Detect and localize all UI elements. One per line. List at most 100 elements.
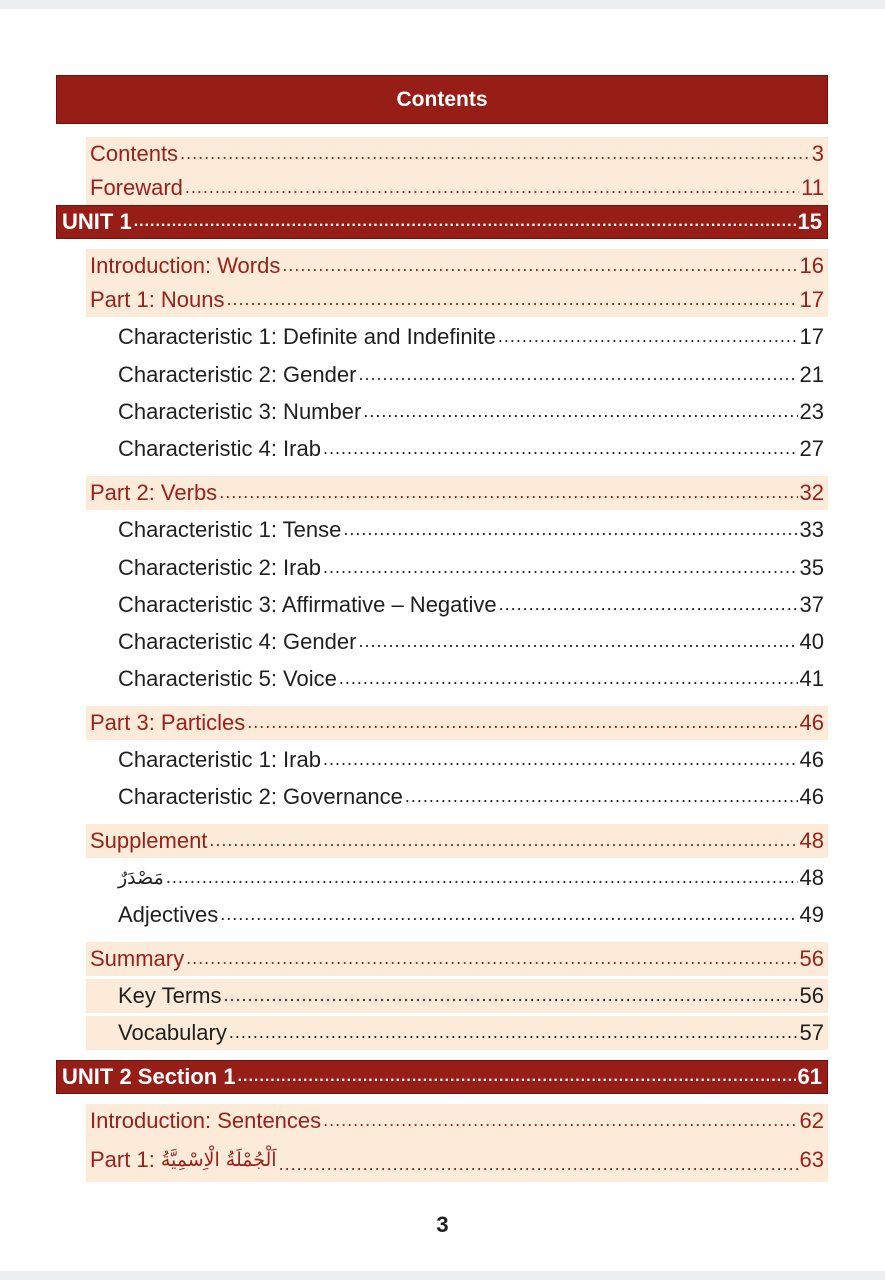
leader-dots: ........................................… <box>247 712 798 732</box>
entry-label: Characteristic 2: Irab <box>118 555 321 580</box>
leader-dots: ........................................… <box>220 904 798 924</box>
entry-page: 46 <box>799 784 824 809</box>
entry-page: 48 <box>799 865 824 890</box>
entry-label: Key Terms <box>118 983 222 1008</box>
leader-dots: ........................................… <box>219 482 798 502</box>
contents-header: Contents <box>56 75 828 124</box>
leader-dots: ........................................… <box>498 594 798 614</box>
entry-label: Part 1: Nouns <box>90 287 225 312</box>
toc-entry-particles-char-1[interactable]: Characteristic 1: Irab .................… <box>86 743 828 777</box>
entry-label: مَصْدَرٌ <box>118 867 164 889</box>
toc-entry-part-2-verbs[interactable]: Part 2: Verbs ..........................… <box>86 476 828 510</box>
toc-entry-introduction-sentences[interactable]: Introduction: Sentences ................… <box>86 1104 828 1138</box>
entry-label: Characteristic 4: Gender <box>118 629 357 654</box>
entry-label: Introduction: Words <box>90 253 281 278</box>
toc-entry-foreward[interactable]: Foreward ...............................… <box>86 171 828 205</box>
toc-entry-unit-1[interactable]: UNIT 1 .................................… <box>56 205 828 239</box>
toc-entry-summary[interactable]: Summary ................................… <box>86 942 828 976</box>
entry-page: 23 <box>799 399 824 424</box>
entry-page: 15 <box>797 209 822 234</box>
leader-dots: ........................................… <box>184 177 799 197</box>
toc-entry-nouns-char-4[interactable]: Characteristic 4: Irab .................… <box>86 432 828 466</box>
leader-dots: ........................................… <box>343 519 797 539</box>
entry-page: 62 <box>799 1108 824 1133</box>
leader-dots: ........................................… <box>358 631 798 651</box>
entry-page: 41 <box>799 666 824 691</box>
toc-entry-part-1-nominal-sentence[interactable]: Part 1: اَلْجُمْلَةُ الْاِسْمِيَّةُ ....… <box>86 1138 828 1182</box>
top-strip <box>0 0 885 9</box>
entry-page: 17 <box>799 287 824 312</box>
leader-dots: ........................................… <box>186 948 797 968</box>
entry-label: Characteristic 2: Gender <box>118 362 357 387</box>
entry-page: 48 <box>799 828 824 853</box>
entry-label: Characteristic 4: Irab <box>118 436 321 461</box>
entry-label: Characteristic 3: Affirmative – Negative <box>118 592 497 617</box>
entry-page: 27 <box>799 436 824 461</box>
toc-entry-verbs-char-2[interactable]: Characteristic 2: Irab .................… <box>86 551 828 585</box>
entry-page: 35 <box>799 555 824 580</box>
entry-label: UNIT 2 Section 1 <box>62 1064 236 1089</box>
toc-entry-supplement[interactable]: Supplement .............................… <box>86 824 828 858</box>
entry-page: 16 <box>799 253 824 278</box>
entry-label: Characteristic 2: Governance <box>118 784 403 809</box>
toc-entry-nouns-char-2[interactable]: Characteristic 2: Gender ...............… <box>86 358 828 392</box>
leader-dots: ........................................… <box>404 786 798 806</box>
entry-label: Part 2: Verbs <box>90 480 218 505</box>
entry-page: 21 <box>799 362 824 387</box>
leader-dots: ........................................… <box>322 749 798 769</box>
leader-dots: ........................................… <box>165 867 798 887</box>
entry-label: Characteristic 5: Voice <box>118 666 337 691</box>
entry-page: 46 <box>799 710 824 735</box>
toc-entry-adjectives[interactable]: Adjectives .............................… <box>86 898 828 932</box>
entry-label: Foreward <box>90 175 183 200</box>
toc-entry-nouns-char-3[interactable]: Characteristic 3: Number ...............… <box>86 395 828 429</box>
toc-entry-verbs-char-5[interactable]: Characteristic 5: Voice ................… <box>86 662 828 696</box>
leader-dots: ........................................… <box>223 985 798 1005</box>
entry-label: Characteristic 1: Definite and Indefinit… <box>118 324 496 349</box>
toc-entry-unit-2-section-1[interactable]: UNIT 2 Section 1 .......................… <box>56 1060 828 1094</box>
entry-page: 32 <box>799 480 824 505</box>
toc-entry-verbs-char-3[interactable]: Characteristic 3: Affirmative – Negative… <box>86 588 828 622</box>
entry-page: 17 <box>799 324 824 349</box>
entry-page: 61 <box>797 1064 822 1089</box>
entry-page: 56 <box>799 983 824 1008</box>
entry-label: Characteristic 1: Tense <box>118 517 342 542</box>
entry-label: Adjectives <box>118 902 219 927</box>
leader-dots: ........................................… <box>323 1110 798 1130</box>
leader-dots: ........................................… <box>180 143 810 163</box>
toc-entry-verbs-char-4[interactable]: Characteristic 4: Gender ...............… <box>86 625 828 659</box>
toc-entry-part-1-nouns[interactable]: Part 1: Nouns ..........................… <box>86 283 828 317</box>
leader-dots: ........................................… <box>322 557 798 577</box>
entry-page: 63 <box>799 1147 824 1172</box>
leader-dots: ........................................… <box>322 438 798 458</box>
toc-entry-contents[interactable]: Contents ...............................… <box>86 137 828 171</box>
leader-dots: ........................................… <box>282 255 798 275</box>
leader-dots: ........................................… <box>278 1154 798 1174</box>
toc-entry-particles-char-2[interactable]: Characteristic 2: Governance ...........… <box>86 780 828 814</box>
leader-dots: ........................................… <box>133 213 796 230</box>
leader-dots: ........................................… <box>237 1068 796 1085</box>
entry-label: Summary <box>90 946 185 971</box>
entry-label: Part 3: Particles <box>90 710 246 735</box>
toc-entry-verbs-char-1[interactable]: Characteristic 1: Tense ................… <box>86 513 828 547</box>
bottom-strip <box>0 1271 885 1280</box>
leader-dots: ........................................… <box>358 364 798 384</box>
toc-entry-introduction-words[interactable]: Introduction: Words ....................… <box>86 249 828 283</box>
entry-label: Vocabulary <box>118 1020 227 1045</box>
leader-dots: ........................................… <box>228 1022 798 1042</box>
leader-dots: ........................................… <box>497 326 798 346</box>
entry-label: Contents <box>90 141 179 166</box>
toc-entry-part-3-particles[interactable]: Part 3: Particles ......................… <box>86 706 828 740</box>
entry-page: 33 <box>799 517 824 542</box>
toc-entry-vocabulary[interactable]: Vocabulary .............................… <box>86 1016 828 1050</box>
entry-page: 57 <box>799 1020 824 1045</box>
leader-dots: ........................................… <box>209 830 798 850</box>
entry-label: Characteristic 1: Irab <box>118 747 321 772</box>
entry-label: Introduction: Sentences <box>90 1108 322 1133</box>
toc-entry-key-terms[interactable]: Key Terms ..............................… <box>86 979 828 1013</box>
toc-entry-nouns-char-1[interactable]: Characteristic 1: Definite and Indefinit… <box>86 320 828 354</box>
entry-page: 37 <box>799 592 824 617</box>
leader-dots: ........................................… <box>338 668 798 688</box>
entry-page: 56 <box>799 946 824 971</box>
toc-entry-masdar[interactable]: مَصْدَرٌ ...............................… <box>86 861 828 895</box>
